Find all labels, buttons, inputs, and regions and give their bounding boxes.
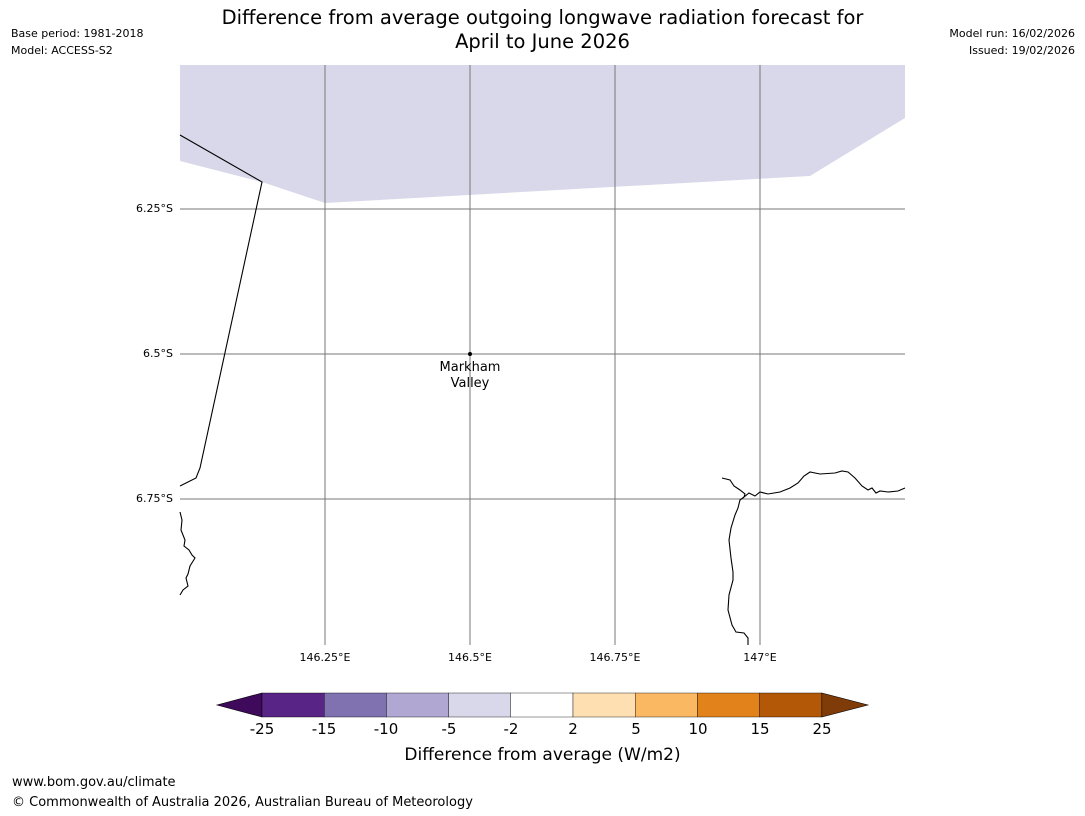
title-line-1: Difference from average outgoing longwav…: [221, 6, 864, 29]
place-marker-dot: [468, 352, 472, 356]
colorbar-tick-m10: -10: [373, 720, 399, 738]
colorbar-tick-m5: -5: [441, 720, 457, 738]
graticule: [180, 65, 905, 645]
place-label-markham-valley: Markham Valley: [420, 360, 520, 392]
issued-text: Issued: 19/02/2026: [968, 44, 1075, 57]
anomaly-shaded-region: [180, 65, 905, 203]
coastline-gulf: [727, 496, 749, 645]
model-run-text: Model run: 16/02/2026: [949, 27, 1075, 40]
colorbar-tick-m15: -15: [311, 720, 337, 738]
lat-label-6-25: 6.25°S: [136, 202, 173, 215]
colorbar-tick-2: 2: [568, 720, 578, 738]
footer-copyright: © Commonwealth of Australia 2026, Austra…: [12, 795, 473, 810]
colorbar-tick-5: 5: [631, 720, 641, 738]
colorbar-tick-25: 25: [812, 720, 832, 738]
base-period-text: Base period: 1981-2018: [11, 27, 144, 40]
place-label-line-2: Valley: [450, 376, 490, 391]
provincial-boundary: [179, 134, 263, 487]
coastline-west: [179, 511, 196, 596]
lat-label-6-75: 6.75°S: [136, 492, 173, 505]
colorbar-tick-m2: -2: [503, 720, 519, 738]
place-label-line-1: Markham: [439, 360, 501, 375]
lon-label-146-75: 146.75°E: [589, 651, 641, 664]
map-title: Difference from average outgoing longwav…: [0, 6, 1085, 54]
lon-label-146-5: 146.5°E: [448, 651, 492, 664]
footer-url[interactable]: www.bom.gov.au/climate: [12, 775, 176, 790]
colorbar-tick-10: 10: [688, 720, 708, 738]
lon-label-147: 147°E: [743, 651, 777, 664]
model-text: Model: ACCESS-S2: [11, 44, 113, 57]
colorbar-tick-15: 15: [750, 720, 770, 738]
title-line-2: April to June 2026: [455, 30, 630, 53]
colorbar-label: Difference from average (W/m2): [404, 745, 681, 765]
lat-label-6-5: 6.5°S: [143, 347, 173, 360]
lon-label-146-25: 146.25°E: [299, 651, 351, 664]
colorbar-tick-m25: -25: [249, 720, 275, 738]
coastline-east: [721, 470, 906, 499]
